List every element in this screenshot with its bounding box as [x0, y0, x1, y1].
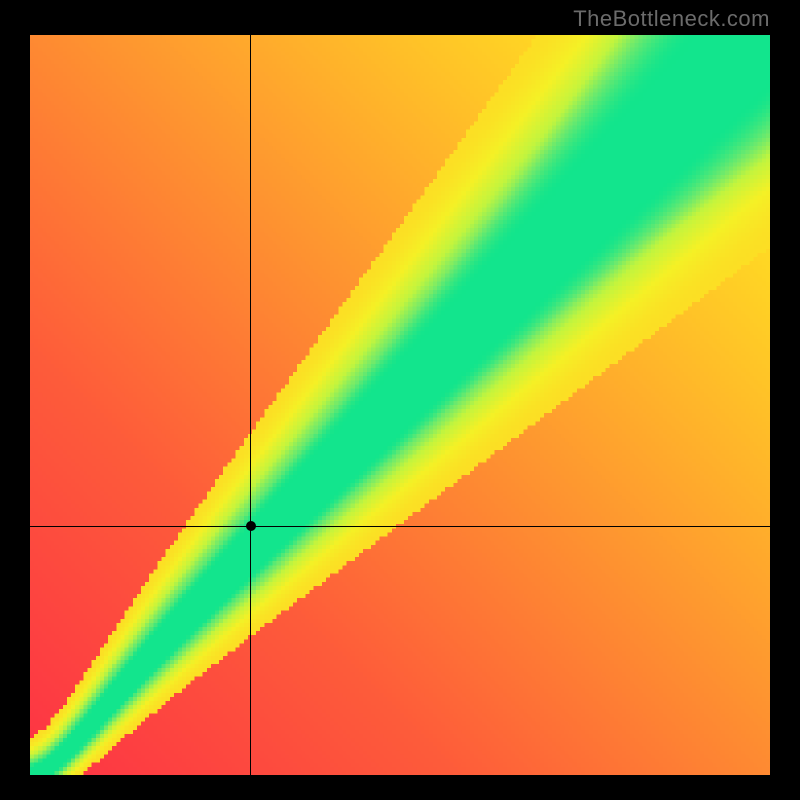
- chart-stage: TheBottleneck.com: [0, 0, 800, 800]
- crosshair-vertical: [250, 35, 251, 775]
- bottleneck-heatmap: [30, 35, 770, 775]
- watermark-text: TheBottleneck.com: [573, 6, 770, 32]
- crosshair-horizontal: [30, 526, 770, 527]
- selection-marker-dot: [246, 521, 256, 531]
